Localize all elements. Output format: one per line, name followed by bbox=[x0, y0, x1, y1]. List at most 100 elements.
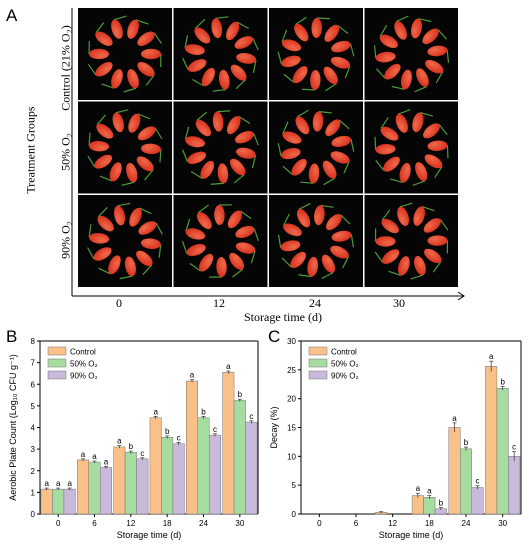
pepper-stem bbox=[123, 87, 137, 93]
pepper-fruit bbox=[427, 45, 448, 57]
pepper-fruit bbox=[187, 59, 207, 72]
pepper-fruit bbox=[423, 218, 441, 233]
pepper-fruit bbox=[89, 233, 110, 244]
pepper-fruit bbox=[423, 123, 440, 139]
pepper-stem bbox=[252, 37, 259, 51]
y-tick-label: 15 bbox=[287, 424, 296, 433]
pepper-fruit bbox=[195, 119, 212, 137]
pepper-stem bbox=[277, 143, 282, 157]
pepper-stem bbox=[87, 247, 95, 260]
pepper-fruit bbox=[415, 162, 428, 182]
significance-letter: b bbox=[201, 407, 206, 416]
significance-letter: b bbox=[464, 438, 469, 447]
pepper-fruit bbox=[185, 136, 205, 148]
pepper-stem bbox=[144, 169, 154, 181]
photo-cell bbox=[78, 101, 172, 194]
panel-a-letter: A bbox=[6, 6, 18, 25]
pepper-stem bbox=[446, 49, 450, 63]
pepper-stem bbox=[145, 74, 155, 86]
pepper-stem bbox=[197, 204, 209, 214]
pepper-stem bbox=[97, 207, 108, 218]
significance-letter: a bbox=[153, 407, 158, 416]
pepper-stem bbox=[253, 228, 260, 242]
pepper-stem bbox=[302, 88, 316, 91]
pepper-stem bbox=[277, 51, 283, 65]
pepper-stem bbox=[283, 73, 295, 84]
pepper-stem bbox=[282, 213, 290, 226]
y-tick-label: 30 bbox=[287, 337, 296, 346]
pepper-fruit bbox=[331, 135, 352, 147]
legend-label: 50% O₂ bbox=[331, 360, 359, 369]
bar bbox=[471, 487, 484, 515]
pepper-fruit bbox=[226, 116, 241, 135]
pepper-stem bbox=[338, 119, 350, 130]
pepper-stem bbox=[184, 126, 190, 140]
bar bbox=[245, 421, 258, 515]
significance-letter: b bbox=[500, 378, 505, 387]
pepper-fruit bbox=[196, 212, 212, 230]
pepper-fruit bbox=[330, 56, 351, 69]
legend-label: 50% O₂ bbox=[70, 360, 98, 369]
pepper-fruit bbox=[382, 249, 400, 264]
pepper-fruit bbox=[200, 160, 215, 179]
pepper-fruit bbox=[413, 206, 425, 226]
pepper-fruit bbox=[280, 148, 301, 160]
pepper-fruit bbox=[323, 66, 338, 85]
pepper-stem bbox=[412, 180, 426, 187]
x-tick-label: 6 bbox=[354, 519, 359, 528]
pepper-fruit bbox=[212, 111, 224, 132]
pepper-stem bbox=[316, 17, 330, 20]
pepper-stem bbox=[380, 117, 389, 129]
pepper-stem bbox=[325, 83, 337, 92]
pepper-fruit bbox=[108, 255, 121, 275]
pepper-fruit bbox=[214, 205, 225, 226]
pepper-fruit bbox=[280, 240, 301, 252]
legend-label: Control bbox=[331, 348, 357, 357]
pepper-fruit bbox=[311, 18, 322, 39]
pepper-fruit bbox=[185, 228, 206, 240]
significance-letter: a bbox=[489, 352, 494, 361]
pepper-fruit bbox=[292, 66, 308, 84]
pepper-stem bbox=[155, 222, 163, 235]
y-tick-label: 20 bbox=[287, 395, 296, 404]
bar bbox=[161, 436, 174, 515]
pepper-stem bbox=[238, 116, 251, 124]
pepper-fruit bbox=[127, 69, 139, 89]
pepper-fruit bbox=[136, 250, 153, 267]
pepper-fruit bbox=[400, 69, 412, 90]
pepper-fruit bbox=[129, 207, 142, 227]
pepper-stem bbox=[281, 257, 292, 268]
significance-letter: c bbox=[177, 433, 181, 442]
pepper-fruit bbox=[383, 156, 400, 172]
significance-letter: b bbox=[238, 390, 243, 399]
pepper-stem bbox=[420, 112, 434, 117]
pepper-fruit bbox=[89, 140, 110, 152]
pepper-fruit bbox=[375, 51, 396, 63]
pepper-stem bbox=[391, 85, 405, 90]
pepper-stem bbox=[434, 166, 443, 178]
pepper-fruit bbox=[331, 40, 351, 53]
pepper-stem bbox=[350, 234, 355, 248]
pepper-fruit bbox=[283, 223, 302, 237]
y-tick-label: 5 bbox=[31, 402, 36, 411]
pepper-fruit bbox=[312, 111, 324, 132]
pepper-stem bbox=[418, 18, 432, 23]
pepper-fruit bbox=[375, 236, 396, 247]
pepper-stem bbox=[184, 35, 189, 49]
y-tick-label: 7 bbox=[31, 359, 36, 368]
pepper-fruit bbox=[227, 210, 242, 229]
bar bbox=[113, 446, 126, 515]
pepper-fruit bbox=[127, 19, 139, 39]
photo-cell bbox=[269, 195, 363, 287]
x-tick-label: 30 bbox=[235, 519, 244, 528]
y-tick-label: 3 bbox=[31, 445, 36, 454]
legend-swatch bbox=[308, 370, 328, 380]
bar bbox=[136, 458, 149, 515]
pepper-stem bbox=[323, 177, 336, 186]
legend-swatch bbox=[47, 370, 67, 380]
y-tick-label: 5 bbox=[292, 481, 297, 490]
bar bbox=[172, 443, 185, 515]
pepper-stem bbox=[182, 149, 188, 162]
pepper-fruit bbox=[397, 206, 409, 227]
pepper-stem bbox=[397, 108, 411, 115]
